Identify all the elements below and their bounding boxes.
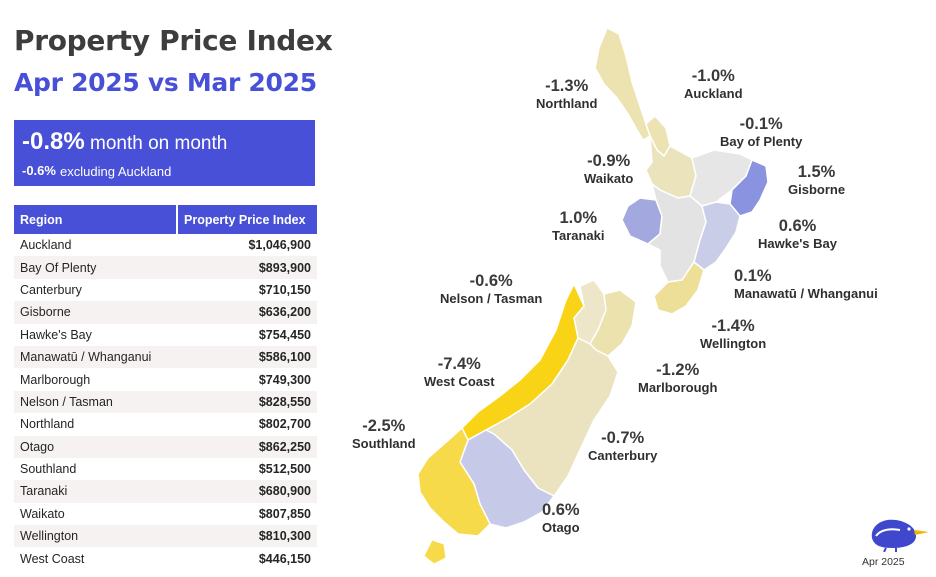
map-label-waikato: -0.9% Waikato (584, 152, 634, 186)
region-cell: West Coast (14, 547, 177, 570)
table-row: Wellington $810,300 (14, 525, 317, 548)
region-cell: Otago (14, 435, 177, 458)
map-label-marlborough: -1.2% Marlborough (638, 361, 718, 395)
table-row: Taranaki $680,900 (14, 480, 317, 503)
region-gisborne[interactable] (729, 159, 769, 217)
index-value-cell: $754,450 (177, 323, 317, 346)
index-value-cell: $749,300 (177, 368, 317, 391)
index-value-cell: $802,700 (177, 413, 317, 436)
table-row: West Coast $446,150 (14, 547, 317, 570)
map-label-taranaki: 1.0% Taranaki (552, 209, 605, 243)
index-value-cell: $446,150 (177, 547, 317, 570)
page-subtitle: Apr 2025 vs Mar 2025 (14, 68, 317, 97)
summary-card: -0.8% month on month -0.6% excluding Auc… (14, 120, 315, 186)
region-cell: Northland (14, 413, 177, 436)
index-value-cell: $636,200 (177, 301, 317, 324)
map-label-otago: 0.6% Otago (542, 501, 580, 535)
table-row: Canterbury $710,150 (14, 278, 317, 302)
index-value-cell: $512,500 (177, 457, 317, 481)
index-value-cell: $807,850 (177, 502, 317, 526)
index-value-cell: $828,550 (177, 390, 317, 414)
region-southland[interactable] (417, 427, 491, 537)
stewart-island (423, 539, 447, 565)
map-label-wellington: -1.4% Wellington (700, 317, 767, 351)
logo-date: Apr 2025 (862, 556, 905, 568)
region-cell: Gisborne (14, 301, 177, 324)
region-cell: Auckland (14, 234, 177, 257)
map-label-west-coast: -7.4% West Coast (424, 355, 495, 389)
column-header-region: Region (14, 205, 177, 234)
map-label-auckland: -1.0% Auckland (684, 67, 743, 101)
price-index-table: Region Property Price Index Auckland $1,0… (14, 205, 317, 570)
page-title: Property Price Index (14, 24, 333, 57)
region-cell: Nelson / Tasman (14, 390, 177, 414)
region-cell: Hawke's Bay (14, 323, 177, 346)
region-wellington[interactable] (653, 261, 705, 315)
region-cell: Wellington (14, 525, 177, 548)
table-row: Manawatū / Whanganui $586,100 (14, 345, 317, 369)
map-label-southland: -2.5% Southland (352, 417, 416, 451)
map-label-northland: -1.3% Northland (536, 77, 598, 111)
table-row: Northland $802,700 (14, 413, 317, 436)
map-label-bay-of-plenty: -0.1% Bay of Plenty (720, 115, 803, 149)
table-row: Bay Of Plenty $893,900 (14, 256, 317, 279)
table-row: Hawke's Bay $754,450 (14, 323, 317, 346)
kiwi-bird-icon (871, 519, 929, 552)
table-row: Auckland $1,046,900 (14, 234, 317, 257)
index-value-cell: $893,900 (177, 256, 317, 279)
region-cell: Bay Of Plenty (14, 256, 177, 279)
headline-label: month on month (90, 133, 228, 154)
region-cell: Marlborough (14, 368, 177, 391)
table-row: Marlborough $749,300 (14, 368, 317, 391)
map-label-gisborne: 1.5% Gisborne (788, 163, 846, 197)
index-value-cell: $710,150 (177, 278, 317, 302)
map-label-hawkes-bay: 0.6% Hawke's Bay (758, 217, 837, 251)
table-row: Gisborne $636,200 (14, 301, 317, 324)
index-value-cell: $680,900 (177, 480, 317, 503)
nz-region-map (417, 27, 769, 565)
region-northland[interactable] (594, 27, 651, 141)
region-hawkes-bay[interactable] (693, 201, 741, 271)
table-row: Southland $512,500 (14, 457, 317, 481)
map-label-manawatu: 0.1% Manawatū / Whanganui (734, 267, 878, 301)
table-row: Waikato $807,850 (14, 502, 317, 526)
table-row: Otago $862,250 (14, 435, 317, 458)
region-cell: Southland (14, 457, 177, 481)
index-value-cell: $1,046,900 (177, 234, 317, 257)
table-header-row: Region Property Price Index (14, 205, 317, 234)
table-row: Nelson / Tasman $828,550 (14, 390, 317, 414)
map-label-nelson: -0.6% Nelson / Tasman (440, 272, 543, 306)
index-value-cell: $862,250 (177, 435, 317, 458)
secondary-value: -0.6% (22, 163, 56, 178)
region-cell: Manawatū / Whanganui (14, 345, 177, 369)
region-cell: Canterbury (14, 278, 177, 302)
region-cell: Waikato (14, 502, 177, 526)
index-value-cell: $586,100 (177, 345, 317, 369)
index-value-cell: $810,300 (177, 525, 317, 548)
column-header-index: Property Price Index (176, 205, 317, 234)
headline-value: -0.8% (22, 128, 85, 155)
secondary-label: excluding Auckland (60, 164, 172, 179)
map-label-canterbury: -0.7% Canterbury (588, 429, 658, 463)
region-cell: Taranaki (14, 480, 177, 503)
